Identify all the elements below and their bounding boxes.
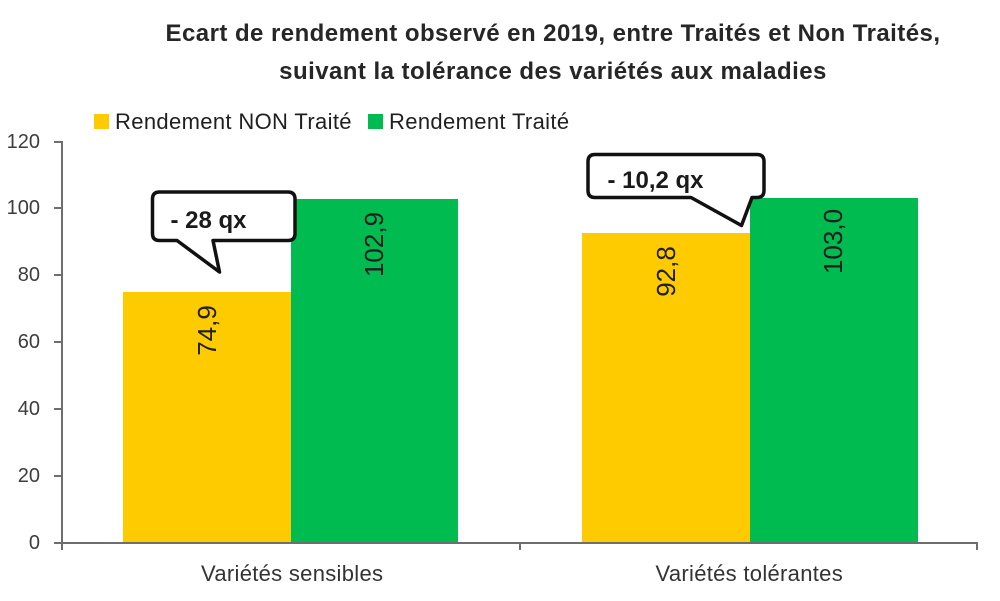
- svg-text:- 28 qx: - 28 qx: [170, 207, 247, 234]
- svg-text:- 10,2 qx: - 10,2 qx: [607, 167, 704, 194]
